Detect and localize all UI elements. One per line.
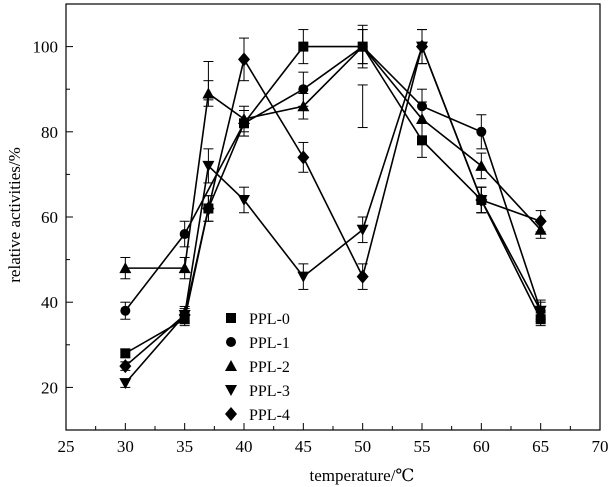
y-tick-label: 60 bbox=[41, 208, 58, 227]
y-tick-label: 80 bbox=[41, 123, 58, 142]
data-point-ppl-4 bbox=[202, 201, 215, 216]
data-point-ppl-1 bbox=[476, 126, 487, 137]
x-tick-label: 55 bbox=[414, 437, 431, 456]
legend-label-ppl-4: PPL-4 bbox=[249, 407, 290, 424]
legend-label-ppl-0: PPL-0 bbox=[249, 311, 290, 328]
data-point-ppl-0 bbox=[120, 348, 131, 359]
x-tick-label: 65 bbox=[532, 437, 549, 456]
data-point-ppl-3 bbox=[356, 224, 369, 236]
x-tick-label: 25 bbox=[58, 437, 75, 456]
axes: 25 30 35 40 45 50 55 60 65 70 20 40 60 80 100 bbox=[33, 3, 609, 456]
data-point-ppl-2 bbox=[119, 262, 132, 274]
series-lines bbox=[124, 43, 542, 384]
data-point-ppl-4 bbox=[297, 150, 310, 165]
x-tick-label: 35 bbox=[176, 437, 193, 456]
data-point-ppl-2 bbox=[297, 100, 310, 112]
legend: PPL-0 PPL-1 PPL-2 PPL-3 PPL-4 bbox=[225, 311, 290, 424]
data-point-ppl-3 bbox=[297, 271, 310, 283]
data-point-ppl-2 bbox=[534, 223, 547, 235]
data-point-ppl-3 bbox=[119, 378, 132, 390]
y-tick-label: 20 bbox=[41, 378, 58, 397]
legend-marker-ppl-3 bbox=[225, 385, 237, 396]
data-point-ppl-2 bbox=[178, 262, 191, 274]
data-point-ppl-4 bbox=[416, 39, 428, 54]
x-tick-label: 50 bbox=[354, 437, 371, 456]
legend-label-ppl-2: PPL-2 bbox=[249, 359, 290, 376]
legend-label-ppl-3: PPL-3 bbox=[249, 383, 290, 400]
data-point-ppl-1 bbox=[120, 305, 131, 316]
series-markers bbox=[119, 39, 547, 390]
legend-marker-ppl-2 bbox=[225, 360, 237, 371]
data-point-ppl-2 bbox=[202, 87, 215, 99]
data-point-ppl-1 bbox=[179, 229, 190, 240]
data-point-ppl-3 bbox=[534, 305, 547, 317]
legend-marker-ppl-1 bbox=[226, 337, 236, 347]
data-point-ppl-4 bbox=[475, 192, 488, 207]
data-point-ppl-4 bbox=[119, 359, 132, 374]
x-tick-label: 60 bbox=[473, 437, 490, 456]
error-bars bbox=[120, 24, 546, 388]
x-tick-label: 40 bbox=[236, 437, 253, 456]
y-axis-label: relative activities/% bbox=[5, 147, 24, 282]
data-point-ppl-2 bbox=[416, 113, 428, 125]
data-point-ppl-1 bbox=[417, 101, 427, 112]
y-tick-label: 100 bbox=[33, 38, 59, 57]
data-point-ppl-4 bbox=[356, 269, 369, 284]
x-tick-label: 30 bbox=[117, 437, 134, 456]
legend-marker-ppl-4 bbox=[225, 407, 237, 421]
series-line-ppl-3 bbox=[124, 44, 542, 384]
data-point-ppl-0 bbox=[298, 41, 309, 52]
data-point-ppl-3 bbox=[238, 194, 250, 206]
data-point-ppl-4 bbox=[238, 52, 250, 67]
data-point-ppl-1 bbox=[298, 84, 309, 95]
x-tick-label: 45 bbox=[295, 437, 312, 456]
data-point-ppl-0 bbox=[535, 314, 546, 325]
data-point-ppl-0 bbox=[417, 135, 427, 146]
x-axis-label: temperature/℃ bbox=[310, 466, 415, 485]
data-point-ppl-3 bbox=[202, 160, 215, 172]
legend-marker-ppl-0 bbox=[226, 313, 236, 323]
legend-label-ppl-1: PPL-1 bbox=[249, 335, 290, 352]
y-tick-label: 40 bbox=[41, 293, 58, 312]
data-point-ppl-2 bbox=[238, 113, 250, 125]
data-point-ppl-2 bbox=[475, 159, 488, 171]
data-point-ppl-4 bbox=[178, 307, 191, 322]
data-point-ppl-4 bbox=[534, 214, 547, 229]
series-line-ppl-1 bbox=[124, 45, 542, 312]
data-point-ppl-2 bbox=[356, 40, 369, 52]
x-tick-label: 70 bbox=[592, 437, 609, 456]
